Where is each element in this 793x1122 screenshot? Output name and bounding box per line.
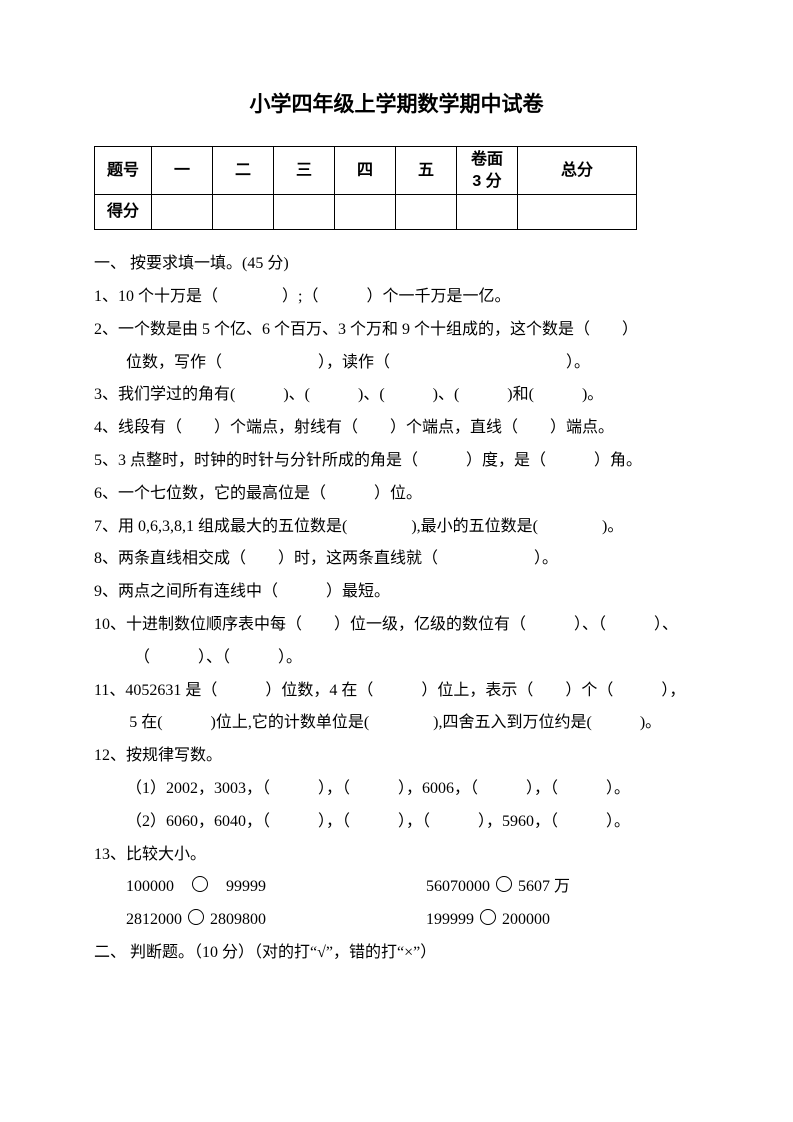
score-cell xyxy=(518,195,637,230)
comp-num: 199999 xyxy=(426,911,474,928)
question: 5、3 点整时，时钟的时针与分针所成的角是（ ）度，是（ ）角。 xyxy=(94,445,699,478)
header-cell: 题号 xyxy=(95,147,152,195)
score-cell xyxy=(152,195,213,230)
question: 11、4052631 是（ ）位数，4 在（ ）位上，表示（ ）个（ ）， xyxy=(94,675,699,708)
circle-icon xyxy=(496,876,512,892)
header-cell: 四 xyxy=(335,147,396,195)
circle-icon xyxy=(188,909,204,925)
comparison-right: 56070000 5607 万 xyxy=(426,871,570,904)
question-sub: （1）2002，3003，（ ），（ ），6006，（ ），（ ）。 xyxy=(94,773,699,806)
header-cell: 一 xyxy=(152,147,213,195)
question: 9、两点之间所有连线中（ ）最短。 xyxy=(94,576,699,609)
comparison-row: 2812000 2809800 199999 200000 xyxy=(94,904,699,937)
score-cell xyxy=(335,195,396,230)
question: 1、10 个十万是（ ）;（ ）个一千万是一亿。 xyxy=(94,281,699,314)
comp-num: 5607 万 xyxy=(518,878,570,895)
comparison-left: 2812000 2809800 xyxy=(126,904,426,937)
score-table: 题号 一 二 三 四 五 卷面3 分 总分 得分 xyxy=(94,146,637,230)
comp-num: 2809800 xyxy=(210,911,266,928)
row-label: 得分 xyxy=(95,195,152,230)
circle-icon xyxy=(192,876,208,892)
comparison-right: 199999 200000 xyxy=(426,904,550,937)
comp-num: 99999 xyxy=(226,878,266,895)
comp-num: 100000 xyxy=(126,878,174,895)
question: 8、两条直线相交成（ ）时，这两条直线就（ ）。 xyxy=(94,543,699,576)
question: 10、十进制数位顺序表中每（ ）位一级，亿级的数位有（ ）、（ ）、 xyxy=(94,609,699,642)
page-title: 小学四年级上学期数学期中试卷 xyxy=(94,88,699,118)
question: 13、比较大小。 xyxy=(94,839,699,872)
question: 4、线段有（ ）个端点，射线有（ ）个端点，直线（ ）端点。 xyxy=(94,412,699,445)
comparison-left: 100000 99999 xyxy=(126,871,426,904)
score-cell xyxy=(274,195,335,230)
exam-page: 小学四年级上学期数学期中试卷 题号 一 二 三 四 五 卷面3 分 总分 得分 … xyxy=(0,0,793,1122)
question: 6、一个七位数，它的最高位是（ ）位。 xyxy=(94,478,699,511)
table-row: 题号 一 二 三 四 五 卷面3 分 总分 xyxy=(95,147,637,195)
section-header: 二、 判断题。（10 分）（对的打“√”，错的打“×”） xyxy=(94,937,699,970)
circle-icon xyxy=(480,909,496,925)
question-cont: 位数，写作（ ），读作（ ）。 xyxy=(94,347,699,380)
content-body: 一、 按要求填一填。(45 分) 1、10 个十万是（ ）;（ ）个一千万是一亿… xyxy=(94,248,699,970)
question-cont: 5 在( )位上,它的计数单位是( ),四舍五入到万位约是( )。 xyxy=(94,707,699,740)
score-cell xyxy=(213,195,274,230)
question: 2、一个数是由 5 个亿、6 个百万、3 个万和 9 个十组成的，这个数是（ ） xyxy=(94,314,699,347)
header-cell: 三 xyxy=(274,147,335,195)
question-sub: （2）6060，6040，（ ），（ ），（ ），5960，（ ）。 xyxy=(94,806,699,839)
score-cell xyxy=(457,195,518,230)
comp-num: 200000 xyxy=(502,911,550,928)
score-cell xyxy=(396,195,457,230)
header-cell: 卷面3 分 xyxy=(457,147,518,195)
header-cell: 二 xyxy=(213,147,274,195)
question-cont: （ ）、（ ）。 xyxy=(94,642,699,675)
header-cell: 五 xyxy=(396,147,457,195)
comparison-row: 100000 99999 56070000 5607 万 xyxy=(94,871,699,904)
table-row: 得分 xyxy=(95,195,637,230)
question: 7、用 0,6,3,8,1 组成最大的五位数是( ),最小的五位数是( )。 xyxy=(94,511,699,544)
comp-num: 56070000 xyxy=(426,878,490,895)
section-header: 一、 按要求填一填。(45 分) xyxy=(94,248,699,281)
question: 12、按规律写数。 xyxy=(94,740,699,773)
comp-num: 2812000 xyxy=(126,911,182,928)
question: 3、我们学过的角有( )、( )、( )、( )和( )。 xyxy=(94,379,699,412)
header-cell: 总分 xyxy=(518,147,637,195)
